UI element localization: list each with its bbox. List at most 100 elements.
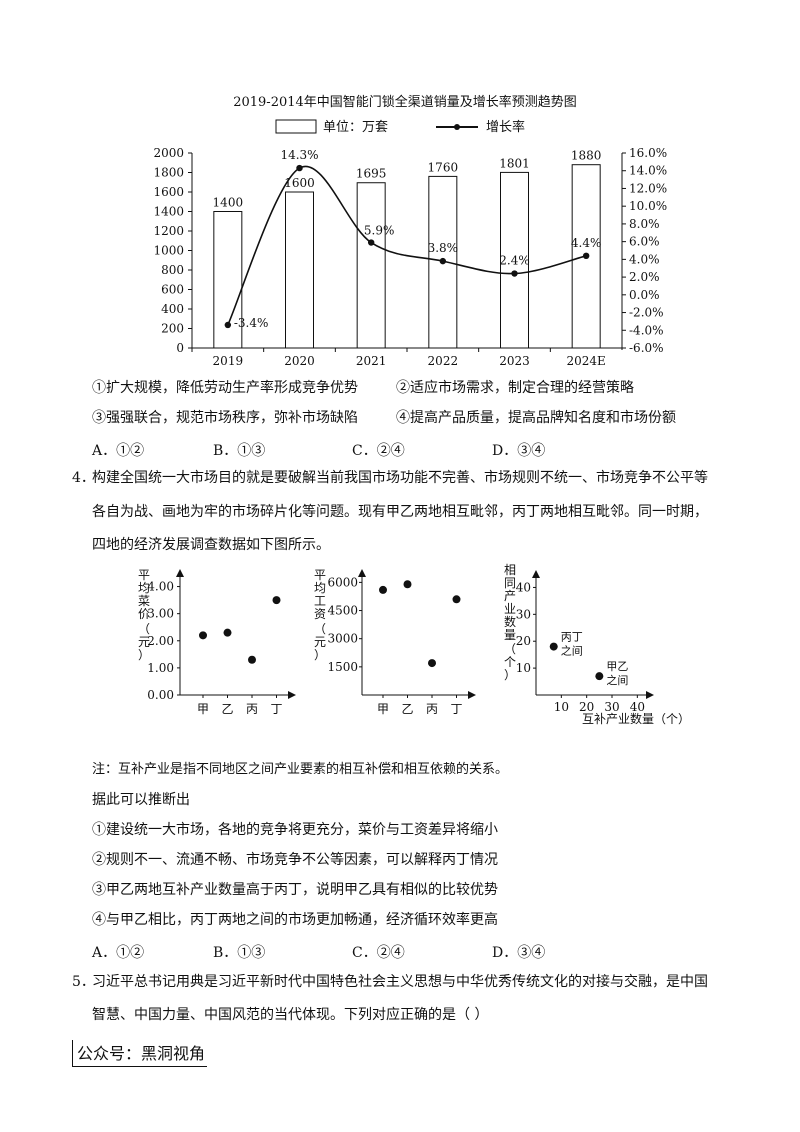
svg-text:均: 均 bbox=[314, 581, 326, 595]
x-tick-label: 2019 bbox=[213, 354, 244, 368]
industry-y-arrow bbox=[532, 570, 540, 578]
growth-point bbox=[296, 164, 303, 172]
svg-text:（: （ bbox=[138, 622, 150, 636]
growth-point bbox=[511, 270, 518, 277]
wage-y-arrow bbox=[358, 569, 366, 577]
svg-text:平: 平 bbox=[138, 568, 150, 582]
svg-text:资: 资 bbox=[314, 607, 326, 621]
sales-growth-chart: 2019-2014年中国智能门锁全渠道销量及增长率预测趋势图 单位：万套 增长率… bbox=[153, 94, 667, 368]
bar-value-label: 1760 bbox=[428, 160, 459, 174]
y-tick-label: 30 bbox=[516, 607, 531, 621]
right-tick-label: -4.0% bbox=[629, 323, 664, 337]
svg-text:产: 产 bbox=[504, 589, 516, 603]
right-tick-label: 6.0% bbox=[629, 235, 660, 249]
q4-options: A．①② B．①③ C．②④ D．③④ bbox=[92, 942, 692, 962]
y-tick-label: 4.00 bbox=[147, 580, 174, 594]
q3-statement-4: ④提高产品质量，提高品牌知名度和市场份额 bbox=[396, 410, 676, 426]
svg-text:（: （ bbox=[504, 642, 516, 656]
bar-value-label: 1801 bbox=[499, 156, 530, 170]
growth-label: 4.4% bbox=[571, 236, 602, 250]
svg-text:量: 量 bbox=[504, 628, 516, 642]
q4-option-c[interactable]: C．②④ bbox=[352, 945, 405, 961]
data-point bbox=[452, 595, 461, 604]
data-point bbox=[403, 580, 412, 589]
growth-point bbox=[439, 257, 447, 265]
left-tick-label: 1400 bbox=[153, 205, 184, 219]
x-tick-label: 丙 bbox=[426, 702, 438, 716]
y-tick-label: 2.00 bbox=[147, 634, 174, 648]
y-tick-label: 1500 bbox=[327, 660, 358, 674]
svg-text:价: 价 bbox=[138, 607, 150, 621]
point-label-line2: 之间 bbox=[606, 673, 628, 687]
chart-title: 2019-2014年中国智能门锁全渠道销量及增长率预测趋势图 bbox=[233, 94, 577, 110]
q4-statement-3: ③甲乙两地互补产业数量高于丙丁，说明甲乙具有相似的比较优势 bbox=[92, 882, 498, 898]
svg-text:元: 元 bbox=[314, 635, 326, 649]
svg-text:数: 数 bbox=[504, 614, 516, 629]
q4-option-b[interactable]: B．①③ bbox=[213, 945, 266, 961]
data-point bbox=[272, 596, 281, 605]
y-tick-label: 40 bbox=[516, 580, 531, 594]
bar-value-label: 1400 bbox=[213, 196, 244, 210]
right-tick-label: -2.0% bbox=[629, 306, 664, 320]
x-tick-label: 2024E bbox=[567, 354, 606, 368]
q3-statement-1: ①扩大规模，降低劳动生产率形成竞争优势 bbox=[92, 380, 358, 396]
q3-option-c[interactable]: C．②④ bbox=[352, 443, 405, 459]
left-tick-label: 800 bbox=[161, 263, 184, 277]
q3-option-a[interactable]: A．①② bbox=[92, 443, 145, 459]
svg-text:个: 个 bbox=[504, 655, 516, 669]
left-tick-label: 1200 bbox=[153, 224, 184, 238]
right-tick-label: 12.0% bbox=[629, 181, 667, 195]
q4-statement-1: ①建设统一大市场，各地的竞争将更充分，菜价与工资差异将缩小 bbox=[92, 822, 498, 838]
right-tick-label: 0.0% bbox=[629, 288, 660, 302]
data-point bbox=[199, 631, 207, 640]
y-tick-label: 4500 bbox=[327, 604, 358, 618]
svg-text:）: ） bbox=[504, 668, 516, 682]
data-point bbox=[595, 672, 604, 681]
x-tick-label: 10 bbox=[554, 700, 569, 714]
svg-text:（: （ bbox=[314, 622, 326, 636]
x-tick-label: 2021 bbox=[356, 354, 387, 368]
q3-options: A．①② B．①③ C．②④ D．③④ bbox=[92, 440, 692, 460]
x-tick-label: 2023 bbox=[499, 354, 530, 368]
right-tick-label: 8.0% bbox=[629, 217, 660, 231]
x-tick-label: 甲 bbox=[377, 702, 389, 716]
vegetable-price-chart: 平均菜价 （元） 0.00 1.00 2.00 3.00 4.00 甲乙丙丁 bbox=[138, 568, 296, 716]
q3-option-b[interactable]: B．①③ bbox=[213, 443, 266, 459]
data-point bbox=[223, 628, 232, 637]
legend-line-label: 增长率 bbox=[486, 119, 525, 135]
y-tick-label: 20 bbox=[516, 634, 531, 648]
x-tick-label: 30 bbox=[604, 700, 619, 714]
average-wage-chart: 平均工资 （元） 1500 3000 4500 6000 甲乙丙丁 bbox=[314, 568, 476, 716]
growth-point bbox=[224, 321, 232, 329]
q4-statement-2: ②规则不一、流通不畅、市场竞争不公等因素，可以解释丙丁情况 bbox=[92, 852, 498, 868]
growth-point bbox=[367, 239, 375, 246]
svg-text:均: 均 bbox=[138, 581, 150, 595]
q5-line-1: 习近平总书记用典是习近平新时代中国特色社会主义思想与中华优秀传统文化的对接与交融… bbox=[92, 974, 708, 990]
left-tick-label: 600 bbox=[161, 283, 184, 297]
right-tick-label: 4.0% bbox=[629, 252, 660, 266]
q4-statement-4: ④与甲乙相比，丙丁两地之间的市场更加畅通，经济循环效率更高 bbox=[92, 912, 498, 928]
left-tick-label: 2000 bbox=[153, 146, 184, 160]
price-y-arrow bbox=[176, 569, 184, 577]
q4-option-d[interactable]: D．③④ bbox=[492, 945, 546, 961]
svg-text:同: 同 bbox=[504, 576, 516, 590]
q4-line-1: 构建全国统一大市场目的就是要破解当前我国市场功能不完善、市场规则不统一、市场竞争… bbox=[92, 470, 708, 486]
q4-option-a[interactable]: A．①② bbox=[92, 945, 145, 961]
bar bbox=[500, 171, 529, 349]
legend-bar-label: 单位：万套 bbox=[323, 119, 388, 135]
svg-text:）: ） bbox=[138, 648, 150, 662]
right-tick-label: 16.0% bbox=[629, 146, 667, 160]
data-point bbox=[248, 655, 256, 664]
x-tick-label: 40 bbox=[630, 700, 645, 714]
watermark: 公众号：黑洞视角 bbox=[72, 1040, 208, 1067]
x-tick-label: 丙 bbox=[246, 702, 258, 716]
y-tick-label: 3.00 bbox=[147, 607, 174, 621]
wage-x-arrow bbox=[468, 691, 476, 699]
y-tick-label: 3000 bbox=[327, 632, 358, 646]
bar bbox=[356, 182, 386, 349]
data-point bbox=[549, 642, 558, 651]
q3-option-d[interactable]: D．③④ bbox=[492, 443, 546, 459]
svg-text:平: 平 bbox=[314, 568, 326, 582]
